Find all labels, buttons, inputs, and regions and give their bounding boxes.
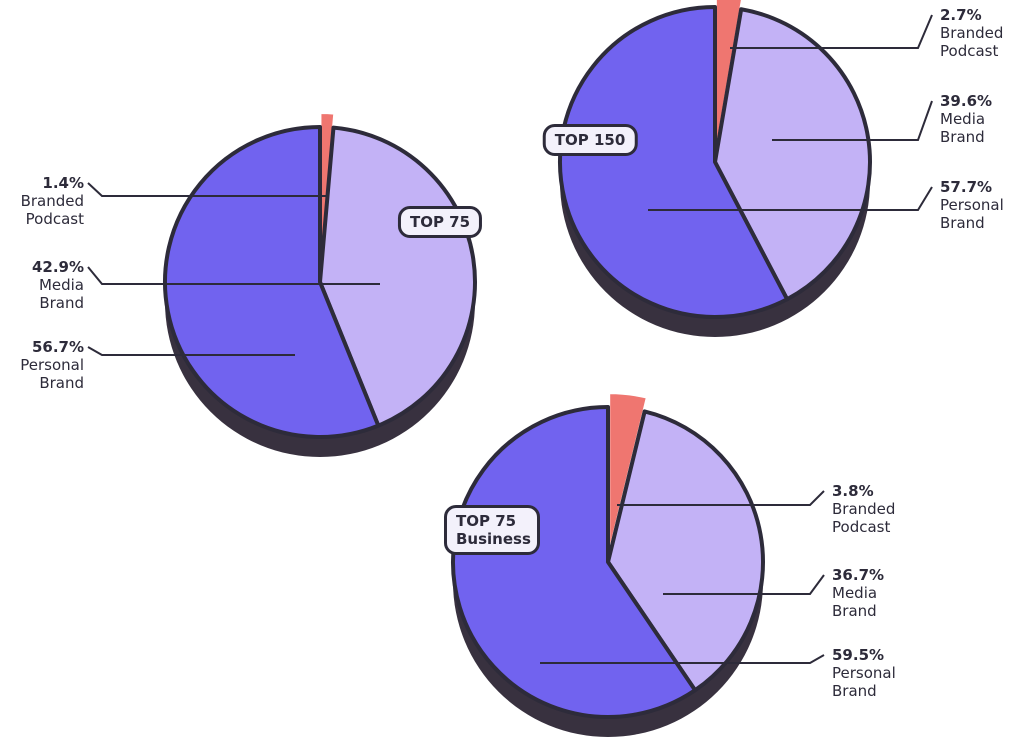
pie-slice bbox=[318, 125, 477, 428]
value-label: 39.6% bbox=[940, 92, 993, 110]
value-label: 56.7% bbox=[31, 338, 84, 356]
category-label: Media Brand bbox=[832, 584, 878, 620]
slice-label: 1.4% Branded Podcast bbox=[0, 174, 84, 228]
pie-slice bbox=[451, 405, 698, 719]
chart-title: TOP 150 bbox=[542, 124, 638, 156]
slice-label: 2.7% Branded Podcast bbox=[940, 6, 1024, 60]
category-label: Branded Podcast bbox=[940, 24, 1004, 60]
chart-title: TOP 75 bbox=[397, 206, 483, 238]
leader-line bbox=[648, 186, 933, 211]
leader-line bbox=[617, 490, 825, 506]
category-label: Personal Brand bbox=[940, 196, 1004, 232]
value-label: 42.9% bbox=[31, 258, 84, 276]
value-label: 1.4% bbox=[42, 174, 84, 192]
leader-line bbox=[663, 574, 825, 595]
category-label: Media Brand bbox=[38, 276, 84, 312]
chart-title: TOP 75 Business bbox=[444, 505, 540, 555]
value-label: 3.8% bbox=[832, 482, 874, 500]
pie-slice bbox=[606, 409, 765, 693]
category-label: Branded Podcast bbox=[20, 192, 84, 228]
leader-line bbox=[772, 100, 933, 141]
category-label: Personal Brand bbox=[832, 664, 896, 700]
pie-slice bbox=[558, 5, 790, 319]
value-label: 57.7% bbox=[940, 178, 993, 196]
leader-line bbox=[87, 182, 328, 197]
category-label: Media Brand bbox=[940, 110, 986, 146]
slice-label: 59.5% Personal Brand bbox=[832, 646, 916, 700]
leader-line bbox=[87, 266, 380, 285]
leader-line bbox=[730, 14, 933, 49]
slice-label: 36.7% Media Brand bbox=[832, 566, 916, 620]
slice-label: 56.7% Personal Brand bbox=[0, 338, 84, 392]
slice-label: 3.8% Branded Podcast bbox=[832, 482, 916, 536]
category-label: Branded Podcast bbox=[832, 500, 896, 536]
pie-slice bbox=[713, 7, 872, 302]
slice-label: 39.6% Media Brand bbox=[940, 92, 1024, 146]
value-label: 59.5% bbox=[832, 646, 885, 664]
slice-label: 57.7% Personal Brand bbox=[940, 178, 1024, 232]
pie-slice bbox=[163, 125, 381, 439]
category-label: Personal Brand bbox=[20, 356, 84, 392]
slice-label: 42.9% Media Brand bbox=[0, 258, 84, 312]
value-label: 2.7% bbox=[940, 6, 982, 24]
leader-line bbox=[540, 654, 825, 664]
leader-line bbox=[87, 346, 295, 356]
value-label: 36.7% bbox=[832, 566, 885, 584]
